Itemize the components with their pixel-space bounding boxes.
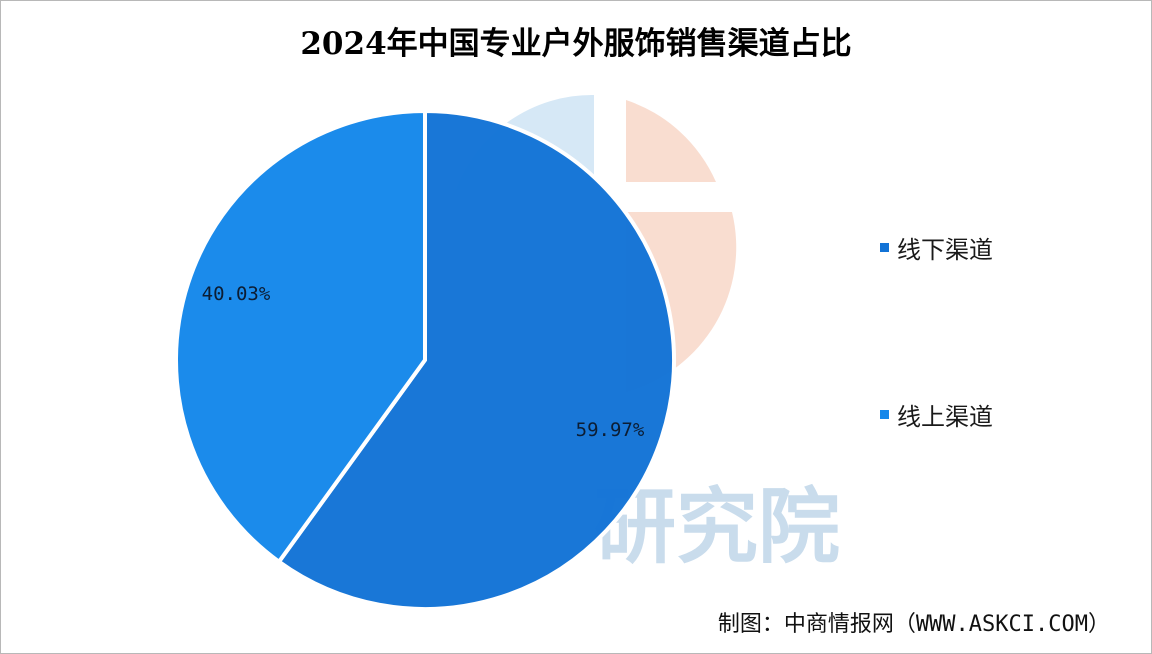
legend-item-online: 线上渠道 bbox=[880, 397, 993, 432]
pie-slices bbox=[174, 109, 676, 611]
legend-item-offline: 线下渠道 bbox=[880, 230, 993, 265]
chart-title: 2024年中国专业户外服饰销售渠道占比 bbox=[300, 26, 852, 62]
legend-label-online: 线上渠道 bbox=[897, 403, 993, 431]
pie-slice-offline bbox=[277, 109, 676, 611]
watermark-logo-orange bbox=[626, 100, 716, 182]
data-label-offline: 59.97% bbox=[576, 419, 645, 441]
legend-swatch-online bbox=[880, 410, 889, 419]
legend-swatch-offline bbox=[880, 243, 889, 252]
pie-data-labels: 59.97% 40.03% bbox=[202, 283, 645, 441]
source-credit: 制图：中商情报网（WWW.ASKCI.COM） bbox=[717, 612, 1110, 637]
pie-slice-online bbox=[174, 109, 427, 564]
legend-label-offline: 线下渠道 bbox=[897, 236, 993, 264]
data-label-online: 40.03% bbox=[202, 283, 271, 305]
